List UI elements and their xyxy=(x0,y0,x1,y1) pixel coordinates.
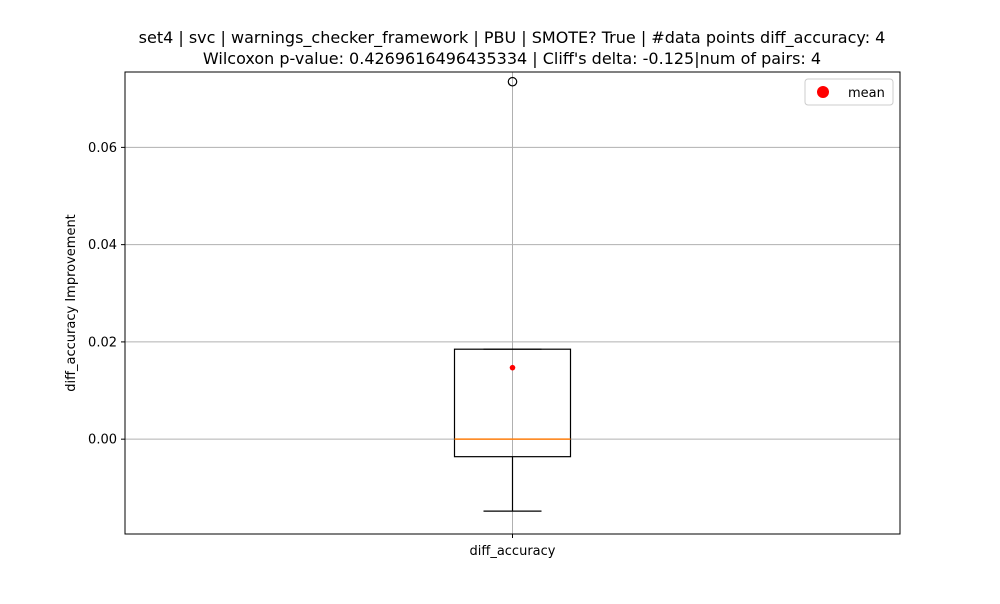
chart-title-line-1: set4 | svc | warnings_checker_framework … xyxy=(139,28,886,48)
tick-layer: 0.00 0.02 0.04 0.06 diff_accuracy xyxy=(88,141,556,559)
legend-frame xyxy=(804,78,894,106)
y-tick-label: 0.02 xyxy=(88,335,117,350)
y-tick-label: 0.00 xyxy=(88,433,117,448)
y-tick-label: 0.04 xyxy=(88,238,117,253)
grid-layer xyxy=(125,72,900,534)
chart-title-line-2: Wilcoxon p-value: 0.4269616496435334 | C… xyxy=(203,49,821,68)
x-tick-label: diff_accuracy xyxy=(470,544,556,559)
legend-label-mean: mean xyxy=(848,86,885,101)
legend-mean-marker xyxy=(817,86,829,98)
outlier-point xyxy=(507,76,518,87)
mean-marker xyxy=(509,364,516,371)
y-axis-label: diff_accuracy Improvement xyxy=(64,214,79,392)
box-layer xyxy=(453,76,572,512)
y-tick-label: 0.06 xyxy=(88,141,117,156)
iqr-box xyxy=(453,348,572,458)
legend[interactable]: mean xyxy=(804,78,894,106)
